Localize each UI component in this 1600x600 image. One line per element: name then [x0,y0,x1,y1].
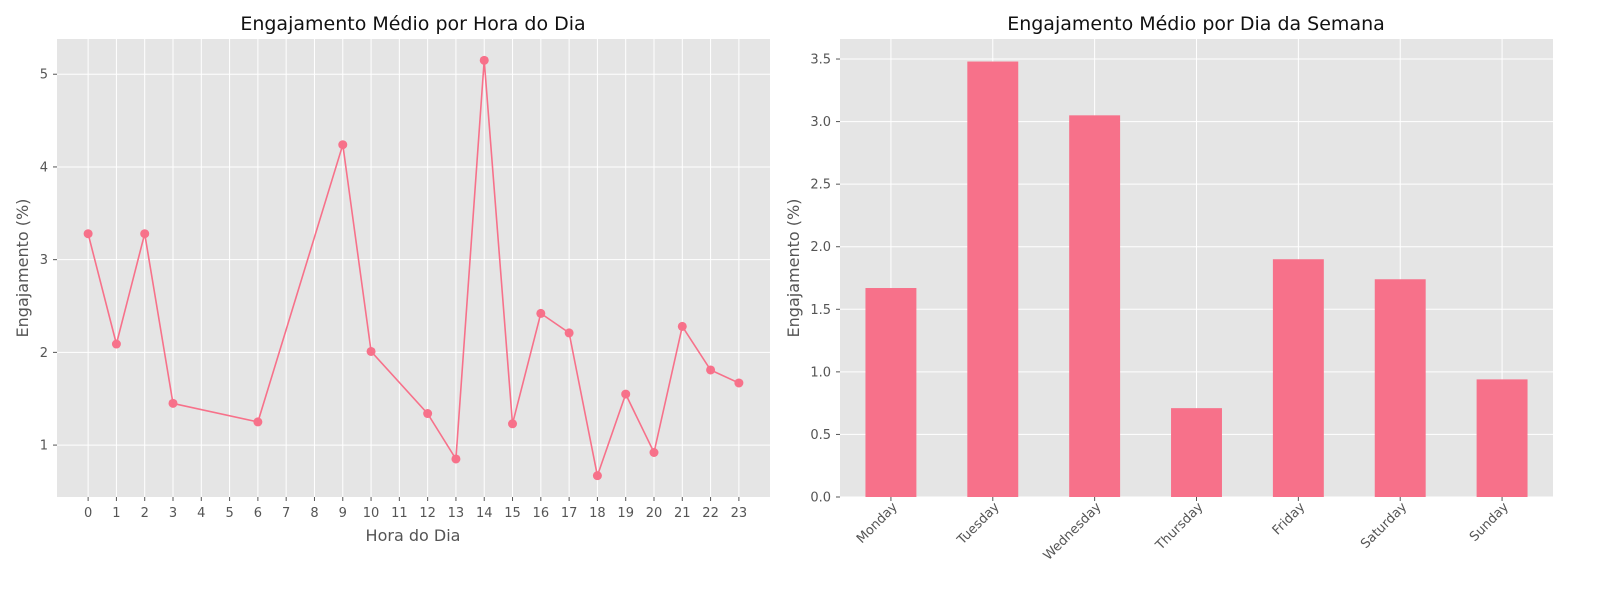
x-tick-label: Monday [854,500,901,547]
chart-title: Engajamento Médio por Dia da Semana [1007,13,1385,35]
y-tick-label: 2.0 [810,240,831,255]
bar-friday [1272,259,1324,497]
bar-saturday [1374,279,1426,497]
y-tick-label: 3.5 [810,53,831,68]
bar-wednesday [1069,115,1121,497]
x-tick-label: 19 [617,506,634,521]
chart-title: Engajamento Médio por Hora do Dia [240,13,585,35]
data-point [677,321,687,331]
y-axis-label: Engajamento (%) [784,199,803,338]
x-tick-label: 22 [702,506,719,521]
y-tick-label: 1 [40,439,48,454]
data-point [649,447,659,457]
y-tick-label: 2.5 [810,178,831,193]
x-tick-label: 18 [589,506,606,521]
x-tick-label: Friday [1270,500,1309,539]
data-point [479,55,489,65]
data-point [621,389,631,399]
data-point [253,417,263,427]
x-tick-label: 21 [674,506,691,521]
y-tick-label: 3 [40,253,48,268]
x-tick-label: 11 [391,506,408,521]
x-tick-label: 20 [646,506,663,521]
y-tick-label: 4 [40,160,48,175]
data-point [706,365,716,375]
x-tick-label: 12 [419,506,436,521]
y-tick-label: 1.5 [810,303,831,318]
grid-lines [57,39,770,497]
y-tick-label: 0.5 [810,428,831,443]
x-tick-label: 5 [225,506,233,521]
x-tick-label: 15 [504,506,521,521]
data-point [508,419,518,429]
bars [865,61,1528,497]
x-axis-label: Hora do Dia [366,526,461,545]
x-tick-label: 9 [339,506,347,521]
bar-sunday [1476,379,1528,497]
series-engagement [83,55,744,481]
y-tick-label: 5 [40,68,48,83]
y-tick-label: 0.0 [810,491,831,506]
tick-labels: 0 1 2 3 4 5 6 7 8 9 10 11 12 13 14 15 16 17 18 19 20 21 22 2312… [40,68,747,521]
x-tick-label: 3 [169,506,177,521]
data-point [734,378,744,388]
x-tick-label: 23 [731,506,748,521]
data-point [564,328,574,338]
bar-monday [865,288,917,497]
data-point [140,229,150,239]
x-tick-label: 16 [533,506,550,521]
y-tick-label: 2 [40,346,48,361]
x-tick-label: 17 [561,506,578,521]
y-tick-label: 1.0 [810,365,831,380]
x-tick-label: 14 [476,506,493,521]
x-tick-label: Wednesday [1041,500,1105,564]
bar-thursday [1171,408,1222,497]
x-tick-label: 13 [448,506,465,521]
data-point [366,346,376,356]
x-tick-label: 2 [141,506,149,521]
data-point [536,308,546,318]
data-point [423,409,433,419]
x-tick-label: 6 [254,506,262,521]
x-tick-label: Thursday [1152,500,1206,554]
y-axis-label: Engajamento (%) [13,199,32,338]
hourly-engagement-chart: 0 1 2 3 4 5 6 7 8 9 10 11 12 13 14 15 16 17 18 19 20 21 22 2312… [13,13,770,545]
y-tick-label: 3.0 [810,115,831,130]
x-tick-label: 4 [197,506,205,521]
data-point [451,454,461,464]
data-point [338,140,348,150]
x-tick-label: 7 [282,506,290,521]
x-tick-label: 8 [310,506,318,521]
data-point [592,471,602,481]
plot-area [57,39,770,497]
x-tick-label: 0 [84,506,92,521]
x-tick-label: Sunday [1467,500,1512,545]
data-point [168,398,178,408]
x-tick-label: 1 [112,506,120,521]
x-tick-label: Tuesday [954,500,1003,549]
bar-tuesday [967,61,1019,497]
data-point [83,229,93,239]
x-tick-label: 10 [363,506,380,521]
weekday-engagement-chart: 0.0 0.5 1.0 1.5 2.0 2.5 3.0 3.5 Monday Tuesday Wed… [784,13,1553,564]
data-point [111,339,121,349]
x-tick-label: Saturday [1358,500,1410,552]
